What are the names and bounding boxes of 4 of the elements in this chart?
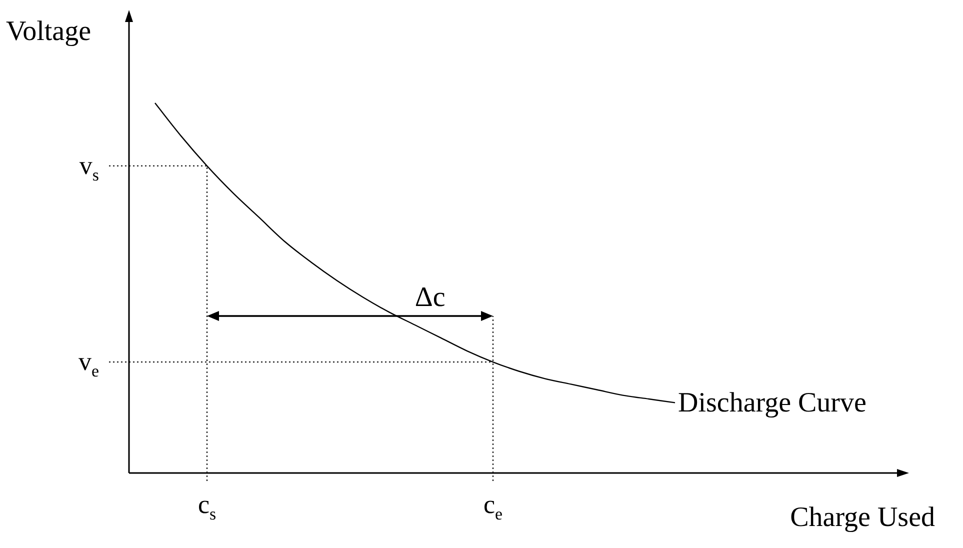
x-axis-title: Charge Used <box>790 502 936 533</box>
series-label: Discharge Curve <box>678 388 866 419</box>
y-axis-title: Voltage <box>6 16 92 47</box>
annotation: Δc <box>414 282 446 314</box>
